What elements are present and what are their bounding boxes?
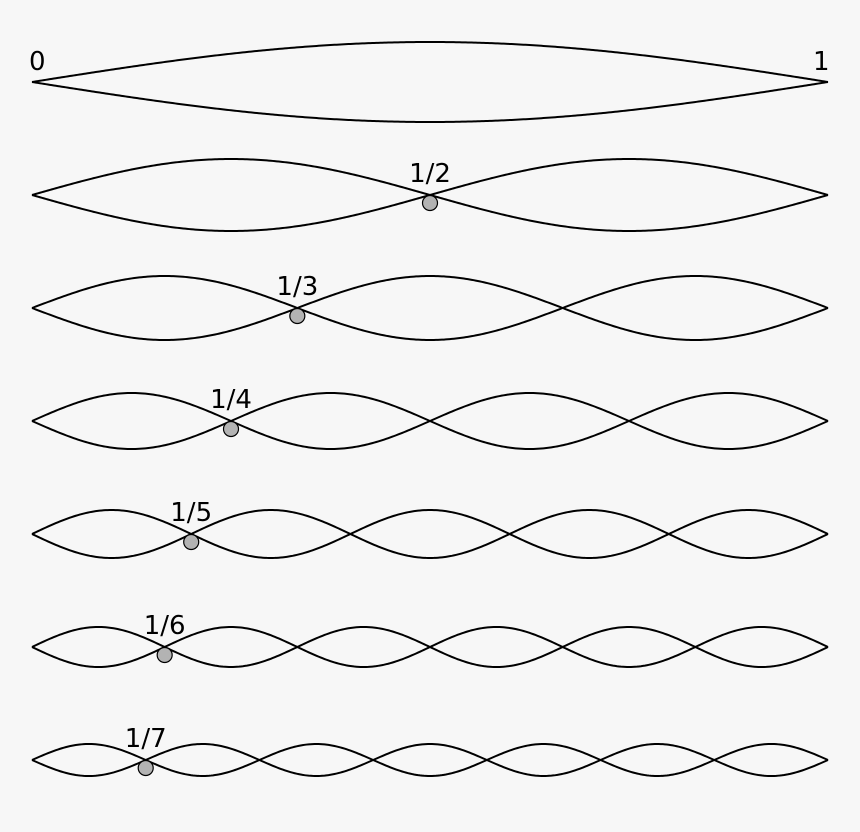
wave-curve-upper (31, 275, 829, 342)
harmonic-row-7: 1/7 (31, 724, 829, 778)
node-label: 1/7 (125, 724, 167, 754)
wave-curve-upper (31, 41, 829, 83)
node-marker (156, 646, 173, 664)
harmonic-row-3: 1/3 (31, 272, 829, 342)
node-marker (137, 759, 154, 777)
node-label: 1/5 (170, 498, 212, 528)
start-label: 0 (29, 47, 46, 77)
harmonic-row-5: 1/5 (31, 498, 829, 560)
node-label: 1/4 (210, 385, 252, 415)
harmonic-row-6: 1/6 (31, 611, 829, 669)
wave-curve-upper (31, 508, 829, 560)
wave-curve-lower (31, 508, 829, 560)
wave-curve-lower (31, 391, 829, 451)
node-label: 1/2 (409, 159, 451, 189)
harmonic-row-2: 1/2 (31, 158, 829, 232)
harmonics-group: 1/2 1/3 1/4 1/5 1/6 1/7 (31, 41, 829, 778)
node-marker (183, 533, 200, 551)
wave-curve-upper (31, 742, 829, 778)
harmonic-row-4: 1/4 (31, 385, 829, 451)
node-label: 1/3 (276, 272, 318, 302)
wave-curve-lower (31, 81, 829, 123)
node-marker (289, 307, 306, 325)
wave-curve-lower (31, 742, 829, 778)
harmonic-row-1 (31, 41, 829, 123)
wave-curve-lower (31, 274, 829, 341)
end-label: 1 (813, 47, 830, 77)
node-marker (222, 420, 240, 438)
node-label: 1/6 (144, 611, 186, 641)
node-marker (421, 194, 439, 212)
